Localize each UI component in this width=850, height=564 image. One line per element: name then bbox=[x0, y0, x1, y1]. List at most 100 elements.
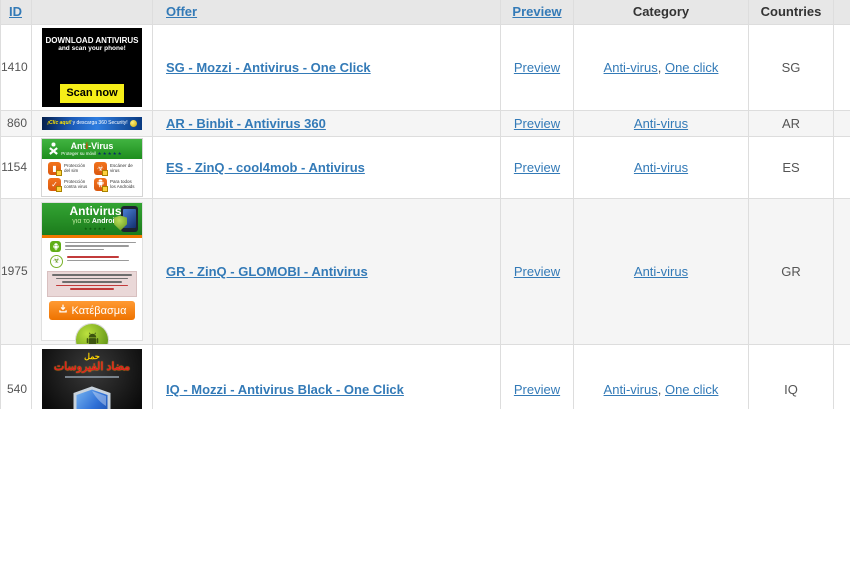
category-link[interactable]: One click bbox=[664, 381, 719, 397]
table-row: 1154 Anti-Virus Proteger su móvil ★★★★★ … bbox=[0, 135, 850, 199]
offer-cell: ES - ZinQ - cool4mob - Antivirus bbox=[152, 135, 501, 199]
text-line-placeholder bbox=[65, 241, 136, 253]
feature-item: ▮ Protección del sim bbox=[48, 161, 92, 176]
thumbnail-cell: Antivirus για το Android ★★★★★ bbox=[31, 197, 153, 345]
thumb-heading: حمل bbox=[84, 352, 100, 361]
table-header-row: ID Offer Preview Category Countries bbox=[0, 0, 850, 25]
shield-check-icon: ✓ bbox=[48, 177, 62, 192]
thumb-tagline: Proteger su móvil ★★★★★ bbox=[61, 150, 123, 156]
android-icon bbox=[94, 177, 108, 192]
category-cell: Anti-virus bbox=[573, 197, 749, 345]
thumb-download-button: Κατέβασμα bbox=[49, 301, 135, 320]
offer-thumbnail-gr: Antivirus για το Android ★★★★★ bbox=[41, 201, 143, 343]
thumb-title: Antivirus bbox=[69, 203, 122, 218]
category-cell: Anti-virus, One click bbox=[573, 343, 749, 409]
table-row: 1410 DOWNLOAD ANTIVIRUS and scan your ph… bbox=[0, 23, 850, 111]
offer-link[interactable]: SG - Mozzi - Antivirus - One Click bbox=[166, 59, 371, 75]
offers-table: ID Offer Preview Category Countries 1410… bbox=[0, 0, 850, 409]
feature-item bbox=[50, 240, 136, 253]
category-link[interactable]: Anti-virus bbox=[633, 159, 689, 175]
offers-table-viewport: ID Offer Preview Category Countries 1410… bbox=[0, 0, 850, 409]
feature-item: ☣ Escáner de virus bbox=[94, 161, 138, 176]
feature-label: Protección contra virus bbox=[64, 178, 88, 189]
country-label: AR bbox=[748, 109, 834, 137]
row-id: 1154 bbox=[0, 135, 32, 199]
country-label: SG bbox=[748, 23, 834, 111]
android-logo-icon bbox=[76, 324, 108, 343]
category-link[interactable]: One click bbox=[664, 59, 719, 75]
thumb-banner-text: y descarga 360 Security! bbox=[72, 120, 128, 126]
offer-link[interactable]: IQ - Mozzi - Antivirus Black - One Click bbox=[166, 381, 404, 397]
country-label: ES bbox=[748, 135, 834, 199]
preview-link[interactable]: Preview bbox=[513, 115, 561, 131]
row-id: 540 bbox=[0, 343, 32, 409]
table-row: 860 ¡Clic aquí! y descarga 360 Security!… bbox=[0, 109, 850, 137]
thumb-heading: DOWNLOAD ANTIVIRUS bbox=[45, 35, 139, 45]
category-link[interactable]: Anti-virus bbox=[603, 59, 658, 75]
column-header-id[interactable]: ID bbox=[0, 0, 32, 25]
column-header-preview[interactable]: Preview bbox=[500, 0, 574, 25]
offer-cell: IQ - Mozzi - Antivirus Black - One Click bbox=[152, 343, 501, 409]
category-cell: Anti-virus bbox=[573, 109, 749, 137]
text-line-placeholder bbox=[65, 376, 119, 378]
preview-cell: Preview bbox=[500, 23, 574, 111]
thumbnail-cell: ¡Clic aquí! y descarga 360 Security! bbox=[31, 109, 153, 137]
sort-preview-link[interactable]: Preview bbox=[512, 4, 562, 20]
column-header-countries: Countries bbox=[748, 0, 834, 25]
offer-thumbnail-iq: حمل مضاد الفيروسات bbox=[42, 349, 142, 409]
preview-cell: Preview bbox=[500, 135, 574, 199]
preview-link[interactable]: Preview bbox=[513, 59, 561, 75]
column-header-extra bbox=[833, 0, 850, 25]
category-link[interactable]: Anti-virus bbox=[603, 381, 658, 397]
preview-link[interactable]: Preview bbox=[513, 263, 561, 279]
sim-card-icon: ▮ bbox=[48, 161, 62, 176]
divider bbox=[42, 234, 142, 238]
category-link[interactable]: Anti-virus bbox=[633, 263, 689, 279]
download-icon bbox=[58, 304, 68, 317]
offer-link[interactable]: AR - Binbit - Antivirus 360 bbox=[166, 115, 326, 131]
preview-link[interactable]: Preview bbox=[513, 159, 561, 175]
column-header-thumbnail bbox=[31, 0, 153, 25]
rating-stars: ★★★★★ bbox=[97, 150, 123, 156]
sort-offer-link[interactable]: Offer bbox=[166, 4, 198, 20]
category-separator: , bbox=[657, 381, 665, 397]
thumb-feature-list: ☣ bbox=[42, 238, 142, 268]
thumb-alert-box bbox=[47, 271, 137, 297]
offer-cell: AR - Binbit - Antivirus 360 bbox=[152, 109, 501, 137]
thumb-header: Anti-Virus Proteger su móvil ★★★★★ bbox=[42, 138, 142, 159]
category-separator: , bbox=[657, 59, 665, 75]
category-cell: Anti-virus, One click bbox=[573, 23, 749, 111]
thumbnail-cell: Anti-Virus Proteger su móvil ★★★★★ ▮ Pro… bbox=[31, 135, 153, 199]
column-header-offer[interactable]: Offer bbox=[152, 0, 501, 25]
column-header-category: Category bbox=[573, 0, 749, 25]
table-row: 1975 Antivirus για το Android ★★★★★ bbox=[0, 197, 850, 345]
extra-cell bbox=[833, 23, 850, 111]
extra-cell bbox=[833, 135, 850, 199]
offer-thumbnail-es: Anti-Virus Proteger su móvil ★★★★★ ▮ Pro… bbox=[41, 137, 143, 197]
preview-cell: Preview bbox=[500, 109, 574, 137]
extra-cell bbox=[833, 197, 850, 345]
table-row: 540 حمل مضاد الفيروسات bbox=[0, 343, 850, 409]
thumb-highlight-text: ¡Clic aquí! bbox=[47, 120, 72, 126]
offer-link[interactable]: ES - ZinQ - cool4mob - Antivirus bbox=[166, 159, 365, 175]
preview-link[interactable]: Preview bbox=[513, 381, 561, 397]
biohazard-icon: ☣ bbox=[94, 161, 108, 176]
offer-cell: GR - ZinQ - GLOMOBI - Antivirus bbox=[152, 197, 501, 345]
thumbnail-cell: حمل مضاد الفيروسات bbox=[31, 343, 153, 409]
offer-link[interactable]: GR - ZinQ - GLOMOBI - Antivirus bbox=[166, 263, 368, 279]
country-label: GR bbox=[748, 197, 834, 345]
feature-item: Para todos los Androids bbox=[94, 177, 138, 192]
category-link[interactable]: Anti-virus bbox=[633, 115, 689, 131]
offer-thumbnail-ar: ¡Clic aquí! y descarga 360 Security! bbox=[42, 116, 142, 130]
feature-item: ✓ Protección contra virus bbox=[48, 177, 92, 192]
text-line-placeholder bbox=[67, 255, 136, 263]
preview-cell: Preview bbox=[500, 343, 574, 409]
shield-badge-icon bbox=[129, 119, 137, 127]
thumb-subtitle: για το Android bbox=[72, 217, 119, 225]
row-id: 1410 bbox=[0, 23, 32, 111]
rating-stars: ★★★★★ bbox=[84, 225, 107, 231]
thumb-subheading: and scan your phone! bbox=[58, 44, 126, 52]
extra-cell bbox=[833, 343, 850, 409]
sort-id-link[interactable]: ID bbox=[9, 4, 22, 20]
thumb-title: Anti-Virus bbox=[70, 140, 114, 151]
